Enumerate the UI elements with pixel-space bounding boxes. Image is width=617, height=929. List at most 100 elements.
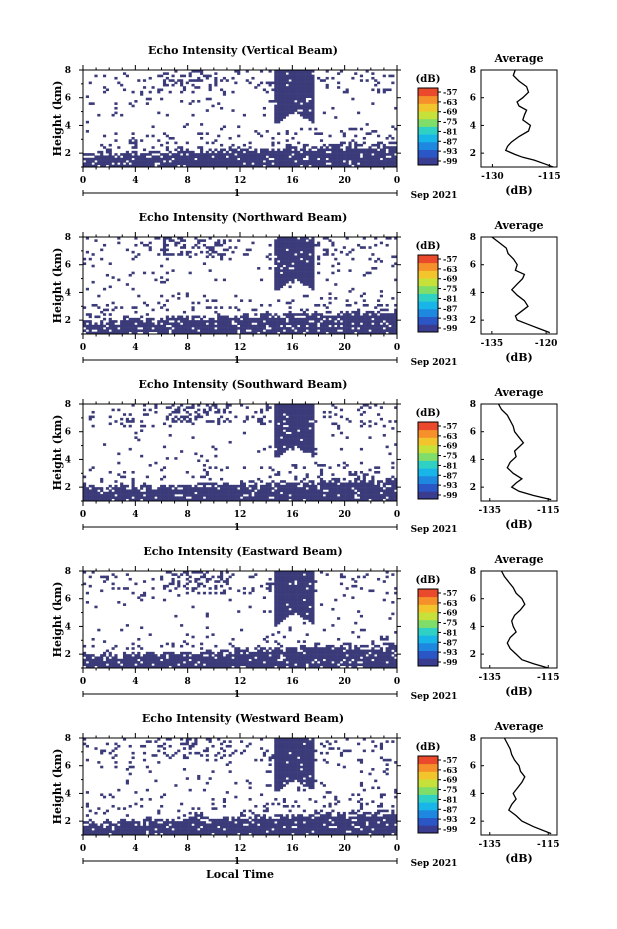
echo-cell <box>88 81 92 85</box>
echo-cell <box>160 494 164 497</box>
echo-cell <box>254 331 258 335</box>
echo-cell <box>245 417 249 421</box>
echo-cell <box>105 157 109 161</box>
echo-cell <box>325 155 329 159</box>
echo-cell <box>277 322 281 326</box>
echo-cell <box>100 327 104 330</box>
echo-cell <box>277 237 281 240</box>
echo-cell <box>88 494 92 497</box>
echo-cell <box>274 76 278 80</box>
echo-cell <box>134 654 138 657</box>
echo-cell <box>111 276 115 279</box>
echo-cell <box>205 651 209 655</box>
x-tick-label: 0 <box>394 343 400 353</box>
echo-cell <box>94 324 98 328</box>
echo-cell <box>245 406 249 409</box>
echo-cell <box>311 271 315 275</box>
echo-cell <box>142 327 147 330</box>
echo-cell <box>208 477 212 481</box>
echo-cell <box>348 269 352 272</box>
echo-cell <box>171 153 175 156</box>
echo-cell <box>120 417 124 421</box>
echo-cell <box>288 97 292 101</box>
echo-cell <box>171 420 175 423</box>
echo-cell <box>245 324 249 328</box>
echo-cell <box>162 280 167 284</box>
echo-cell <box>182 491 187 495</box>
echo-cell <box>91 498 95 502</box>
echo-cell <box>94 162 98 165</box>
echo-cell <box>311 104 315 108</box>
echo-cell <box>391 489 395 493</box>
echo-cell <box>122 489 127 493</box>
echo-cell <box>277 273 281 277</box>
echo-cell <box>128 665 132 669</box>
echo-cell <box>348 141 352 145</box>
echo-cell <box>205 413 209 416</box>
echo-cell <box>391 136 395 140</box>
echo-cell <box>145 164 149 168</box>
echo-cell <box>208 466 212 469</box>
echo-cell <box>220 654 224 657</box>
echo-cell <box>317 313 321 316</box>
echo-cell <box>211 484 215 488</box>
echo-cell <box>311 324 315 328</box>
echo-cell <box>302 489 306 493</box>
echo-cell <box>354 491 358 495</box>
echo-cell <box>291 422 295 426</box>
echo-cell <box>291 431 295 435</box>
echo-cell <box>351 494 355 497</box>
echo-cell <box>294 155 298 159</box>
colorbar-tick-label: -69 <box>443 107 458 117</box>
echo-cell <box>220 143 224 147</box>
echo-cell <box>88 315 92 319</box>
echo-cell <box>182 498 187 502</box>
echo-cell <box>294 482 298 486</box>
echo-cell <box>345 90 349 94</box>
echo-cell <box>197 157 201 161</box>
echo-cell <box>91 253 95 256</box>
echo-cell <box>279 408 284 412</box>
echo-cell <box>251 587 255 590</box>
echo-cell <box>374 267 378 270</box>
echo-cell <box>220 487 224 490</box>
echo-cell <box>211 633 215 636</box>
echo-cell <box>148 658 152 662</box>
echo-cell <box>117 452 121 456</box>
echo-cell <box>208 86 212 89</box>
echo-cell <box>299 264 304 268</box>
colorbar-swatch <box>418 460 438 469</box>
echo-cell <box>285 410 289 414</box>
echo-cell <box>274 283 278 286</box>
echo-cell <box>282 498 286 502</box>
echo-cell <box>174 658 178 662</box>
echo-cell <box>257 267 261 270</box>
echo-cell <box>297 95 301 99</box>
echo-cell <box>197 162 201 165</box>
colorbar-unit: (dB) <box>416 74 441 85</box>
echo-cell <box>168 162 172 165</box>
colorbar-tick-label: -93 <box>443 313 458 323</box>
echo-cell <box>362 299 366 302</box>
echo-cell <box>331 324 335 328</box>
echo-cell <box>200 661 204 664</box>
echo-cell <box>388 494 392 497</box>
echo-cell <box>394 155 398 159</box>
echo-cell <box>348 480 352 483</box>
echo-cell <box>277 408 281 412</box>
echo-cell <box>308 324 312 328</box>
echo-cell <box>174 317 178 321</box>
echo-cell <box>297 111 301 115</box>
echo-cell <box>211 656 215 660</box>
echo-cell <box>299 498 304 502</box>
echo-cell <box>102 663 107 666</box>
echo-cell <box>131 324 135 328</box>
echo-cell <box>331 327 335 330</box>
echo-cell <box>191 587 195 590</box>
echo-cell <box>231 484 235 488</box>
echo-cell <box>308 70 312 73</box>
echo-cell <box>168 656 172 660</box>
echo-cell <box>317 76 321 80</box>
colorbar-tick-label: -69 <box>443 441 458 451</box>
echo-cell <box>259 487 264 490</box>
